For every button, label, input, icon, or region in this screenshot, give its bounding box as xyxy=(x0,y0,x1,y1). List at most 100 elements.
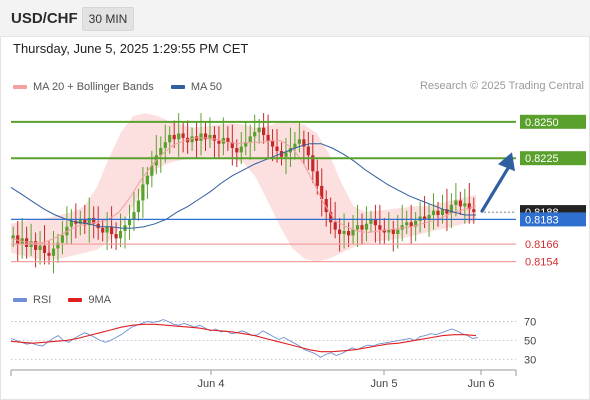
candle-body xyxy=(324,199,328,213)
candle-body xyxy=(427,215,431,220)
candle-body xyxy=(56,242,60,249)
symbol-title: USD/CHF xyxy=(11,10,78,27)
candle-body xyxy=(449,204,453,214)
candle-body xyxy=(373,219,377,226)
forecast-arrow-head-icon xyxy=(498,152,515,172)
candle-body xyxy=(159,148,163,156)
candle-body xyxy=(51,248,56,256)
candle-body xyxy=(136,200,140,213)
candle-body xyxy=(34,241,38,250)
bollinger-band xyxy=(11,113,476,262)
rsi-tick-label: 70 xyxy=(524,317,536,329)
candle-body xyxy=(132,212,136,220)
candle-body xyxy=(114,234,118,239)
ma50-line xyxy=(10,143,476,229)
candle-body xyxy=(226,137,230,143)
candle-body xyxy=(342,231,346,234)
candle-body xyxy=(127,219,132,226)
price-label: 0.8166 xyxy=(525,239,559,251)
candle-body xyxy=(360,225,364,230)
candle-body xyxy=(302,139,306,147)
candle-body xyxy=(431,210,436,216)
candle-body xyxy=(150,165,154,176)
candle-body xyxy=(293,143,297,149)
credit-text: Research © 2025 Trading Central xyxy=(419,80,584,92)
timeframe-button[interactable]: 30 MIN xyxy=(82,7,134,31)
price-legend: MA 20 + Bollinger Bands MA 50 xyxy=(13,80,236,93)
rsi-swatch-icon xyxy=(13,298,27,302)
ma50-swatch-icon xyxy=(170,85,185,89)
time-axis-label: Jun 4 xyxy=(198,378,225,390)
candle-body xyxy=(92,217,96,224)
candle-body xyxy=(423,216,427,220)
legend-9ma-label: 9MA xyxy=(88,294,112,306)
candle-body xyxy=(369,219,373,224)
candle-body xyxy=(382,229,386,233)
candle-body xyxy=(203,133,208,140)
price-label: 0.8154 xyxy=(525,257,559,269)
legend-ma20-label: MA 20 + Bollinger Bands xyxy=(33,81,154,93)
candle-body xyxy=(208,134,212,140)
candle-body xyxy=(253,132,257,137)
legend-ma50-label: MA 50 xyxy=(190,81,223,93)
ma9-swatch-icon xyxy=(68,298,83,302)
candle-body xyxy=(454,200,458,205)
time-axis-label: Jun 6 xyxy=(468,378,495,390)
candle-body xyxy=(217,140,221,144)
candle-body xyxy=(333,222,337,230)
price-tag-resistance xyxy=(520,151,586,166)
candle-body xyxy=(262,127,266,135)
candle-body xyxy=(306,146,310,156)
candle-body xyxy=(463,203,467,207)
candle-body xyxy=(387,229,391,233)
candle-body xyxy=(38,245,42,250)
candle-body xyxy=(329,212,333,223)
price-label: 0.8250 xyxy=(525,117,559,129)
candle-body xyxy=(405,222,409,226)
candle-body xyxy=(315,171,319,186)
candle-body xyxy=(414,220,418,227)
candle-body xyxy=(105,226,109,233)
candle-body xyxy=(177,133,181,140)
candle-body xyxy=(101,228,105,233)
candle-body xyxy=(391,229,395,234)
candle-body xyxy=(458,200,462,207)
candle-body xyxy=(110,226,114,234)
candle-body xyxy=(42,245,47,253)
candle-body xyxy=(199,133,203,141)
candle-body xyxy=(141,184,145,201)
candle-body xyxy=(275,146,279,151)
candle-body xyxy=(25,238,29,247)
legend-ma20: MA 20 + Bollinger Bands xyxy=(13,81,154,93)
candle-body xyxy=(83,219,87,226)
rsi-ma-line xyxy=(10,323,477,353)
candle-body xyxy=(284,152,288,157)
price-tag-resistance xyxy=(520,114,586,129)
candle-body xyxy=(347,231,351,236)
candle-body xyxy=(69,220,73,227)
candle-body xyxy=(364,223,369,230)
candle-body xyxy=(118,231,123,239)
candle-body xyxy=(297,139,301,144)
candle-body xyxy=(230,142,234,148)
candle-body xyxy=(266,134,270,141)
candle-body xyxy=(440,209,445,215)
ma20-swatch-icon xyxy=(13,85,27,89)
candle-body xyxy=(355,225,360,230)
candle-body xyxy=(338,229,342,234)
candle-body xyxy=(163,142,167,148)
timestamp: Thursday, June 5, 2025 1:29:55 PM CET xyxy=(13,41,249,56)
candle-body xyxy=(239,146,243,153)
candle-body xyxy=(190,136,194,143)
price-tag-pivot xyxy=(520,212,586,227)
rsi-tick-label: 50 xyxy=(524,335,536,347)
candle-body xyxy=(212,134,216,141)
candle-body xyxy=(244,142,248,147)
legend-9ma: 9MA xyxy=(68,294,111,306)
legend-rsi: RSI xyxy=(13,294,51,306)
candle-body xyxy=(378,225,382,230)
candle-body xyxy=(311,155,315,172)
candle-body xyxy=(248,136,252,143)
candle-body xyxy=(47,252,51,256)
